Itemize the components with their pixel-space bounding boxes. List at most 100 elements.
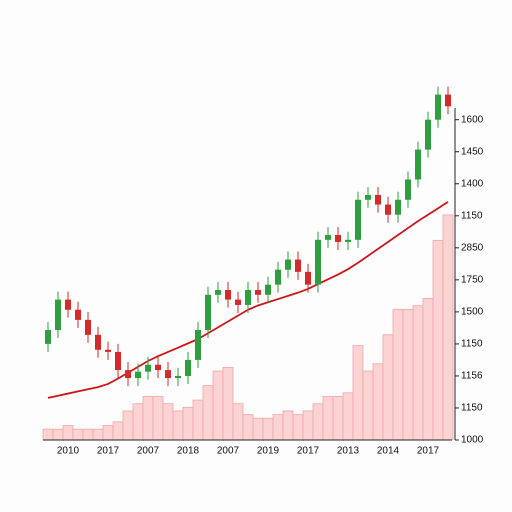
candle-body — [395, 199, 401, 215]
candle-body — [385, 204, 391, 215]
candle-body — [425, 119, 431, 150]
candle-body — [205, 294, 211, 331]
candle-body — [185, 359, 191, 376]
candle-body — [355, 199, 361, 240]
candle-body — [365, 194, 371, 200]
volume-bar — [282, 410, 294, 441]
volume-bar — [102, 425, 114, 441]
candle-body — [335, 235, 341, 242]
x-tick-label: 2017 — [97, 446, 120, 457]
volume-bar — [52, 428, 64, 441]
volume-bar — [242, 414, 254, 441]
y-tick-label: 1500 — [461, 307, 484, 318]
volume-bar — [392, 308, 404, 441]
candle-body — [315, 239, 321, 285]
candle-body — [325, 235, 331, 240]
volume-bar — [382, 334, 394, 441]
volume-bar — [112, 421, 124, 441]
candle-body — [175, 375, 181, 379]
y-tick-label: 1750 — [461, 274, 484, 285]
volume-bar — [372, 363, 384, 441]
volume-bar — [62, 425, 74, 441]
volume-bar — [82, 428, 94, 441]
volume-bar — [92, 428, 104, 441]
candle-body — [165, 370, 171, 379]
volume-bar — [442, 214, 454, 441]
candle-body — [245, 289, 251, 305]
x-tick-label: 2017 — [417, 446, 440, 457]
volume-bar — [122, 410, 134, 441]
volume-bar — [432, 239, 444, 441]
y-tick-label: 1450 — [461, 146, 484, 157]
candle-body — [135, 371, 141, 379]
volume-bar — [232, 403, 244, 441]
x-tick-label: 2007 — [217, 446, 240, 457]
volume-bar — [222, 366, 234, 441]
y-tick-label: 1150 — [461, 210, 483, 221]
volume-bar — [322, 396, 334, 441]
candle-body — [345, 239, 351, 242]
candle-body — [125, 370, 131, 379]
volume-bar — [172, 410, 184, 441]
y-tick-label: 1400 — [461, 178, 484, 189]
candle-body — [145, 364, 151, 372]
x-tick-label: 2007 — [137, 446, 160, 457]
candle-body — [65, 299, 71, 310]
y-tick-label: 1156 — [461, 371, 483, 382]
x-tick-label: 2018 — [177, 446, 200, 457]
volume-bar — [332, 396, 344, 441]
volume-bar — [132, 403, 144, 441]
candle-body — [305, 271, 311, 285]
candle-body — [255, 289, 261, 295]
x-tick-label: 2010 — [57, 446, 80, 457]
volume-bar — [422, 298, 434, 441]
x-tick-label: 2019 — [257, 446, 280, 457]
volume-bar — [272, 414, 284, 441]
candle-body — [445, 94, 451, 107]
candle-body — [155, 364, 161, 371]
volume-bar — [412, 305, 424, 441]
y-tick-label: 1150 — [461, 339, 483, 350]
candle-body — [405, 179, 411, 200]
candle-body — [115, 351, 121, 371]
volume-bar — [262, 417, 274, 441]
x-tick-label: 2014 — [377, 446, 400, 457]
candle-body — [225, 289, 231, 300]
candle-body — [375, 194, 381, 205]
volume-bar — [212, 370, 224, 441]
candle-body — [265, 284, 271, 295]
candle-body — [295, 259, 301, 272]
candle-body — [215, 289, 221, 295]
volume-bar — [142, 396, 154, 441]
volume-bar — [72, 428, 84, 441]
volume-bar — [342, 392, 354, 441]
volume-bar — [302, 410, 314, 441]
volume-bar — [202, 385, 214, 441]
volume-bar — [402, 308, 414, 441]
candle-body — [75, 309, 81, 320]
candle-body — [275, 269, 281, 285]
y-tick-label: 2850 — [461, 242, 484, 253]
y-tick-label: 1600 — [461, 114, 484, 125]
volume-bar — [192, 399, 204, 441]
candle-body — [85, 319, 91, 335]
volume-bar — [42, 428, 54, 441]
y-tick-label: 1150 — [461, 403, 483, 414]
x-tick-label: 2017 — [297, 446, 320, 457]
volume-bar — [252, 417, 264, 441]
candle-body — [105, 349, 111, 352]
volume-bar — [152, 396, 164, 441]
candle-body — [195, 330, 201, 360]
volume-bar — [292, 414, 304, 441]
candle-body — [235, 299, 241, 305]
candle-body — [415, 149, 421, 180]
candle-body — [45, 330, 51, 344]
volume-bar — [352, 345, 364, 441]
x-tick-label: 2013 — [337, 446, 360, 457]
candle-body — [55, 299, 61, 331]
volume-bar — [362, 370, 374, 441]
volume-bar — [312, 403, 324, 441]
candle-body — [285, 259, 291, 270]
volume-bar — [182, 406, 194, 441]
